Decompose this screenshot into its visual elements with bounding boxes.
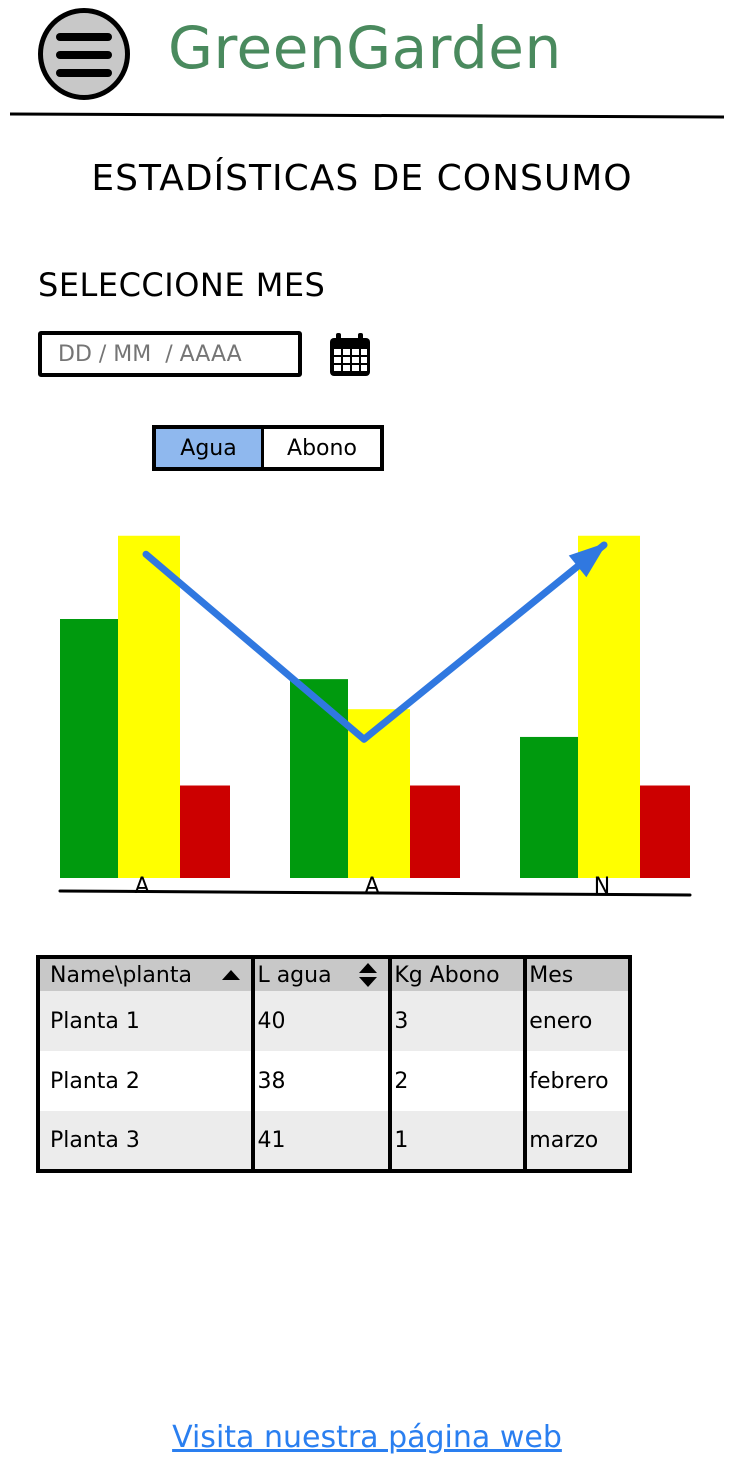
column-header-mes[interactable]: Mes — [529, 962, 574, 988]
toggle-option-abono[interactable]: Abono — [287, 435, 357, 461]
trend-arrow-head — [568, 542, 608, 578]
table-cell: marzo — [529, 1127, 599, 1153]
table-cell: enero — [529, 1008, 593, 1034]
table-cell: 40 — [253, 991, 393, 1051]
chart-bar — [520, 736, 578, 878]
table-cell: febrero — [529, 1068, 609, 1094]
table-cell: 1 — [390, 1111, 528, 1171]
menu-icon-bar-bottom — [56, 69, 112, 77]
chart-bar — [290, 679, 348, 878]
table-cell: 3 — [390, 991, 528, 1051]
chart-x-tick-label: N — [594, 874, 610, 899]
menu-icon-bar-middle — [56, 51, 112, 59]
table-cell: Planta 2 — [38, 1051, 256, 1111]
table-header-row: Name\planta L agua Kg Abono Mes — [38, 957, 630, 991]
calendar-icon[interactable] — [328, 332, 372, 378]
consumption-table: Name\planta L agua Kg Abono Mes Planta 1… — [36, 955, 632, 1173]
toggle-option-agua[interactable]: Agua — [156, 429, 264, 467]
table-row[interactable]: Planta 2 38 2 febrero — [38, 1051, 630, 1111]
table-cell: 38 — [253, 1051, 393, 1111]
column-header-label: Name\planta — [50, 962, 192, 988]
table-cell: Planta 3 — [38, 1111, 256, 1171]
page-title: ESTADÍSTICAS DE CONSUMO — [91, 158, 633, 199]
menu-icon-bar-top — [56, 33, 112, 41]
chart-x-tick-label: A — [364, 874, 379, 899]
column-header-label: L agua — [257, 962, 332, 988]
date-input[interactable] — [38, 331, 302, 377]
chart-x-tick-label: A — [134, 874, 149, 899]
agua-abono-toggle[interactable]: Agua Abono — [152, 425, 384, 471]
column-header-kg-abono[interactable]: Kg Abono — [390, 957, 528, 991]
table-cell: 2 — [390, 1051, 528, 1111]
table-row[interactable]: Planta 3 41 1 marzo — [38, 1111, 630, 1171]
chart-bar — [60, 619, 118, 878]
table-cell: 41 — [253, 1111, 393, 1171]
column-header-name[interactable]: Name\planta — [38, 957, 256, 991]
trend-line — [142, 541, 608, 743]
column-header-l-agua[interactable]: L agua — [253, 957, 393, 991]
sort-both-icon[interactable] — [358, 962, 378, 988]
table-row[interactable]: Planta 1 40 3 enero — [38, 991, 630, 1051]
app-title: GreenGarden — [168, 14, 562, 82]
table-cell: Planta 1 — [38, 991, 256, 1051]
menu-button[interactable] — [38, 8, 130, 100]
chart-bar — [578, 535, 640, 878]
chart-x-axis — [58, 889, 692, 897]
month-label: SELECCIONE MES — [38, 266, 326, 304]
header-divider — [9, 112, 725, 119]
website-link[interactable]: Visita nuestra página web — [172, 1420, 562, 1455]
sort-ascending-icon[interactable] — [221, 969, 241, 981]
chart-bar — [118, 535, 180, 878]
